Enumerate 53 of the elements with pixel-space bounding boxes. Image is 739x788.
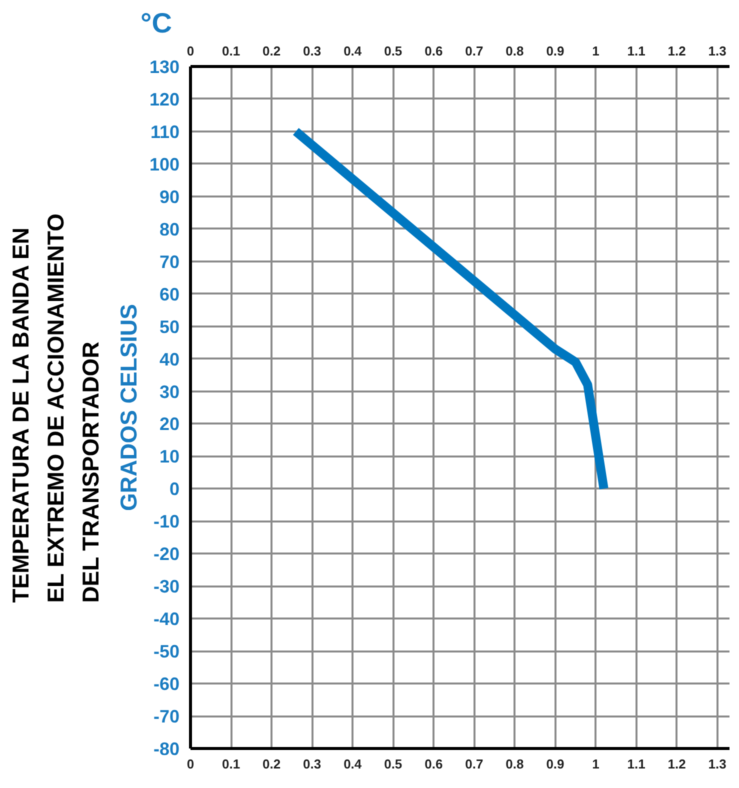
x-tick-label: 0.6 (424, 44, 443, 58)
y-tick-label: 70 (159, 252, 180, 272)
y-tick-label: 30 (159, 382, 180, 402)
y-axis-title: TEMPERATURA DE LA BANDA EN EL EXTREMO DE ACCIONAMIENTO DEL TRANSPORTADOR (7, 213, 104, 603)
x-tick-label: 1.3 (708, 44, 726, 58)
y-tick-label: 50 (159, 316, 180, 337)
y-tick-label: 10 (159, 446, 180, 467)
y-tick-label: 110 (150, 122, 180, 142)
text: GRADOS CELSIUS (116, 304, 142, 512)
y-tick-label: -20 (153, 544, 180, 564)
x2-tick-label: 0.4 (344, 756, 362, 772)
x-tick-label: 0.9 (546, 44, 564, 58)
x2-tick-label: 0.8 (506, 756, 524, 772)
x2-tick-label: 0.1 (222, 756, 240, 772)
y-tick-label: -30 (153, 576, 180, 597)
x2-tick-label: 0.6 (424, 756, 443, 772)
y-tick-label: 80 (159, 219, 180, 240)
x2-tick-label: 0 (186, 756, 194, 772)
text: °C (140, 8, 172, 38)
y-tick-label: -10 (153, 512, 180, 532)
x-tick-label: 1.2 (668, 44, 686, 58)
y-tick-label: 120 (149, 89, 180, 110)
y-tick-label: 60 (159, 284, 180, 304)
x2-tick-label: 1.3 (708, 756, 726, 772)
y-tick-label: 130 (149, 57, 180, 77)
x2-tick-label: 1.2 (668, 756, 686, 772)
x-tick-label: 0.7 (465, 44, 484, 58)
x-tick-label: 1 (592, 44, 600, 58)
x-tick-label: 0.1 (222, 44, 240, 58)
x2-tick-label: 1.1 (627, 756, 646, 772)
x-tick-label: 1.1 (627, 44, 646, 58)
y-tick-label: -70 (153, 706, 180, 727)
y-tick-label: -40 (153, 609, 180, 630)
y-tick-label: -60 (153, 674, 180, 694)
y-tick-label: 40 (159, 349, 180, 370)
x-tick-label: 0.3 (303, 44, 322, 58)
y-tick-label: 90 (159, 186, 180, 207)
x-tick-label: 0.5 (384, 44, 402, 58)
x-tick-label: 0.8 (506, 44, 524, 58)
x-tick-label: 0.4 (344, 44, 362, 58)
y-tick-label: -80 (153, 739, 180, 759)
x2-tick-label: 0.2 (262, 756, 281, 772)
x2-tick-label: 1 (592, 756, 600, 772)
y-tick-label: 0 (169, 479, 180, 500)
y-tick-label: 20 (159, 414, 180, 434)
x2-tick-label: 0.9 (546, 756, 564, 772)
x2-tick-label: 0.7 (465, 756, 484, 772)
x2-tick-label: 0.3 (303, 756, 322, 772)
y-tick-label: -50 (153, 642, 180, 662)
x-tick-label: 0.2 (262, 44, 281, 58)
x2-tick-label: 0.5 (384, 756, 402, 772)
y-tick-label: 100 (149, 154, 180, 174)
x-tick-label: 0 (186, 44, 194, 58)
